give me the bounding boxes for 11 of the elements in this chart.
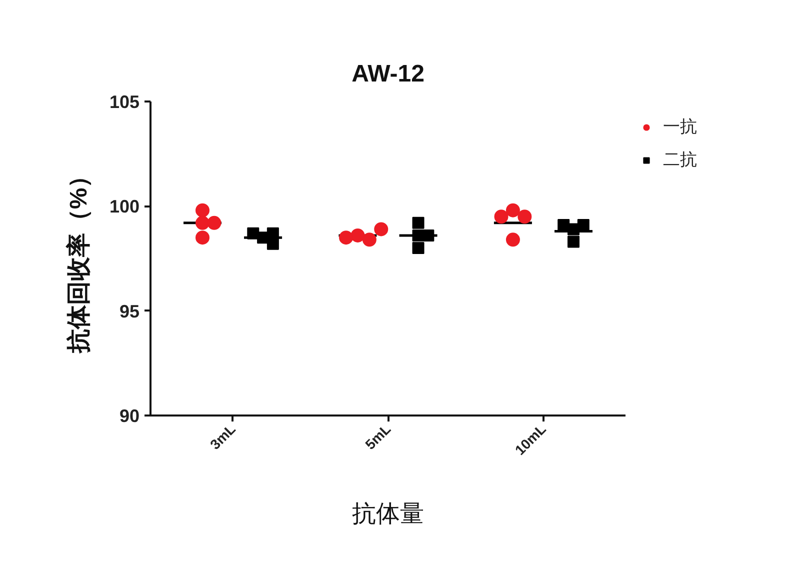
legend-label: 一抗	[663, 116, 697, 138]
y-axis-title: 抗体回收率（%）	[65, 164, 92, 354]
legend-label: 二抗	[663, 149, 697, 171]
x-axis-title: 抗体量	[352, 500, 424, 528]
y-tick-label: 90	[119, 406, 140, 426]
y-tick-label: 95	[119, 301, 140, 322]
chart-title: AW-12	[352, 60, 424, 88]
y-tick-label: 100	[109, 196, 140, 217]
x-tick-label: 3mL	[206, 420, 239, 453]
y-tick-label: 105	[109, 92, 140, 112]
x-tick-label: 5mL	[362, 420, 394, 453]
